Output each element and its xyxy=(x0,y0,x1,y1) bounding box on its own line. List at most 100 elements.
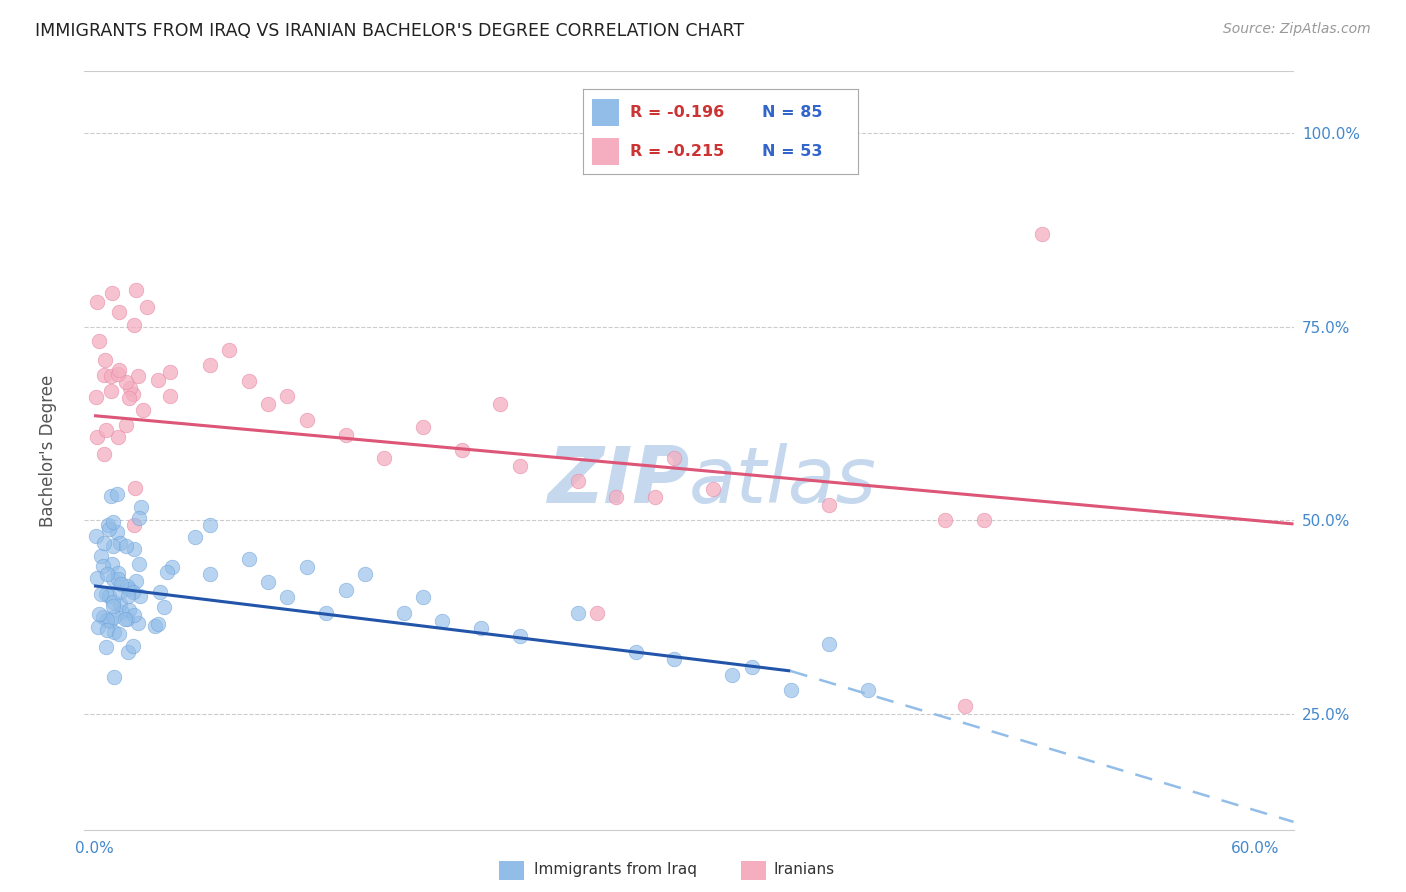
Point xyxy=(86,571,108,585)
Point xyxy=(115,612,138,626)
Text: Immigrants from Iraq: Immigrants from Iraq xyxy=(534,863,697,877)
Point xyxy=(103,539,125,553)
Point xyxy=(107,368,129,382)
Point xyxy=(412,591,434,605)
Point xyxy=(97,517,120,532)
Point xyxy=(114,417,136,432)
Point xyxy=(107,566,129,580)
Text: Bachelor's Degree: Bachelor's Degree xyxy=(39,375,58,526)
Point xyxy=(93,368,115,383)
Point xyxy=(664,652,686,666)
Point xyxy=(114,612,136,626)
Point xyxy=(96,613,118,627)
Point xyxy=(105,524,128,539)
Point xyxy=(624,645,647,659)
Point xyxy=(114,376,136,390)
Point xyxy=(110,577,132,591)
Point xyxy=(127,369,149,384)
Point xyxy=(103,624,125,639)
Point xyxy=(128,557,150,571)
Point xyxy=(86,430,108,444)
Point xyxy=(354,567,377,582)
Point xyxy=(818,498,841,512)
Point xyxy=(159,365,181,379)
Point xyxy=(128,589,150,603)
Point xyxy=(586,606,609,620)
Point xyxy=(118,582,141,596)
Point xyxy=(148,616,170,631)
Point xyxy=(129,500,152,515)
Point xyxy=(90,586,112,600)
Point xyxy=(509,629,531,643)
Point xyxy=(93,536,115,550)
Bar xyxy=(592,138,619,165)
Text: Source: ZipAtlas.com: Source: ZipAtlas.com xyxy=(1223,22,1371,37)
Point xyxy=(118,602,141,616)
Point xyxy=(91,559,114,574)
Point xyxy=(122,387,145,401)
Point xyxy=(107,305,129,319)
Point xyxy=(124,574,146,588)
Point xyxy=(257,397,280,411)
Point xyxy=(108,584,131,599)
Point xyxy=(295,559,318,574)
Point xyxy=(159,389,181,403)
Point xyxy=(91,610,114,624)
Point xyxy=(103,609,125,624)
Point xyxy=(155,565,177,579)
Point xyxy=(146,373,169,387)
Point xyxy=(934,513,956,527)
Point xyxy=(132,403,155,417)
Point xyxy=(276,389,298,403)
Point xyxy=(856,683,879,698)
Point xyxy=(94,423,117,437)
Point xyxy=(98,615,121,629)
Point xyxy=(149,585,172,599)
Point xyxy=(489,397,512,411)
Point xyxy=(335,428,357,442)
Point xyxy=(125,283,148,297)
Point xyxy=(702,482,724,496)
Point xyxy=(198,359,221,373)
Point xyxy=(160,560,183,574)
Point xyxy=(108,627,131,641)
Point xyxy=(953,698,976,713)
Point xyxy=(567,475,589,489)
Point xyxy=(198,517,221,532)
Point xyxy=(107,572,129,586)
Point xyxy=(110,597,132,611)
Point xyxy=(100,489,122,503)
Point xyxy=(93,353,115,368)
Text: Iranians: Iranians xyxy=(773,863,834,877)
Point xyxy=(101,599,124,613)
Text: ZIP: ZIP xyxy=(547,442,689,519)
Point xyxy=(117,645,139,659)
Point xyxy=(84,529,107,543)
Point xyxy=(90,549,112,564)
Point xyxy=(124,318,146,333)
Point xyxy=(97,522,120,536)
Point xyxy=(94,640,117,654)
Point xyxy=(105,487,128,501)
Point xyxy=(122,541,145,556)
Point xyxy=(238,374,260,388)
Point xyxy=(128,511,150,525)
Point xyxy=(122,639,145,653)
Point xyxy=(1031,227,1053,241)
Point xyxy=(373,451,395,466)
Point xyxy=(93,447,115,461)
Point xyxy=(432,614,454,628)
Point xyxy=(818,637,841,651)
Point xyxy=(124,481,146,495)
Point xyxy=(470,621,492,635)
Text: N = 53: N = 53 xyxy=(762,145,823,160)
Point xyxy=(741,660,763,674)
Point xyxy=(509,458,531,473)
Point xyxy=(183,530,205,544)
Point xyxy=(87,607,110,622)
Point xyxy=(450,443,472,458)
Point xyxy=(86,294,108,309)
Point xyxy=(111,605,134,619)
Text: R = -0.196: R = -0.196 xyxy=(630,105,724,120)
Text: IMMIGRANTS FROM IRAQ VS IRANIAN BACHELOR'S DEGREE CORRELATION CHART: IMMIGRANTS FROM IRAQ VS IRANIAN BACHELOR… xyxy=(35,22,744,40)
